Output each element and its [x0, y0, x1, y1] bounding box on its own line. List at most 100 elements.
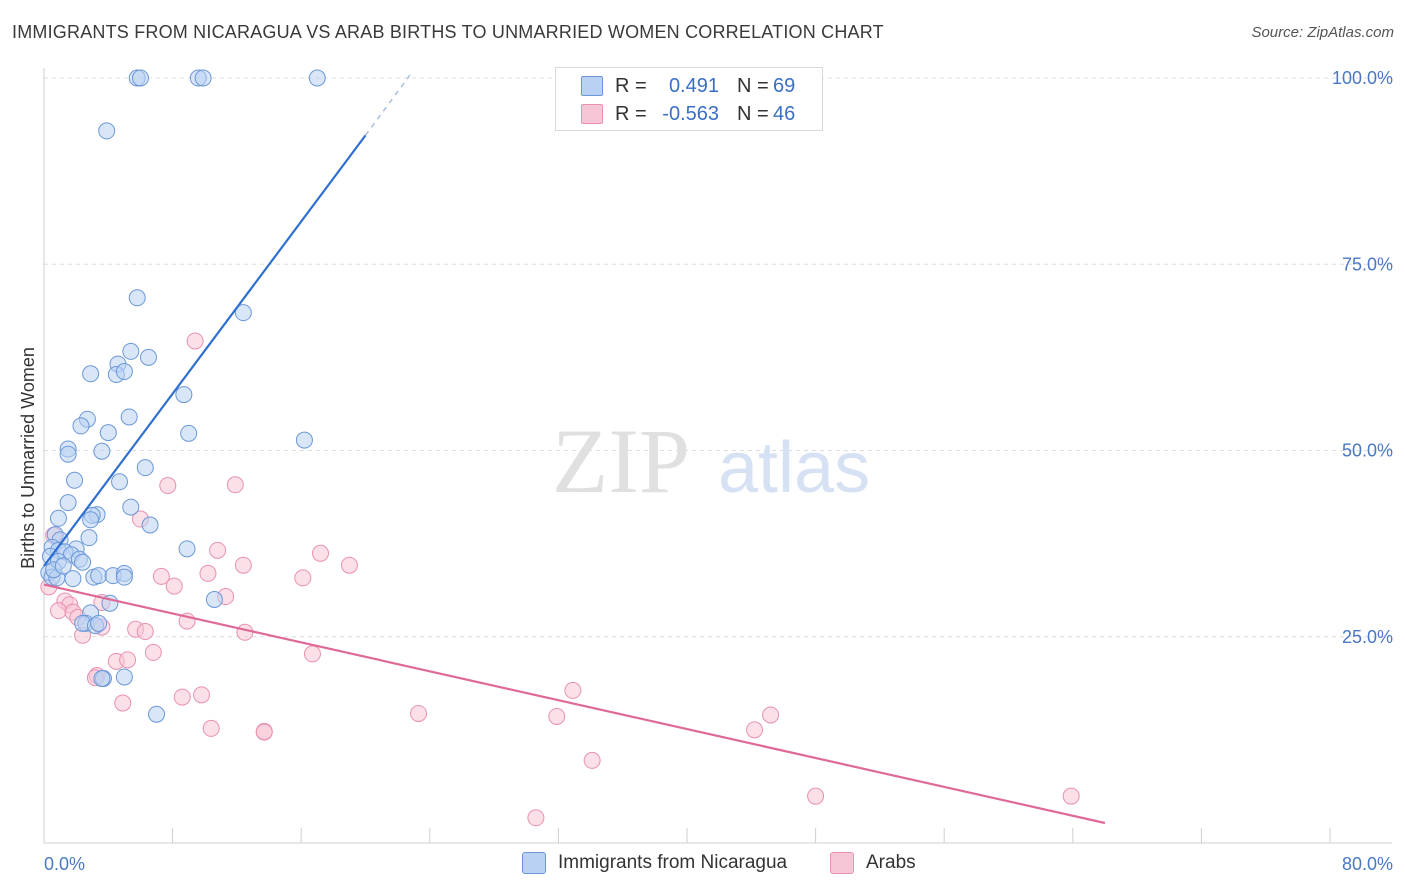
nicaragua-point [54, 557, 72, 575]
arabs-point [234, 556, 252, 574]
y-axis-title: Births to Unmarried Women [18, 347, 38, 569]
nicaragua-trendline-extension [364, 73, 412, 136]
arabs-point [294, 569, 312, 587]
nicaragua-point [180, 424, 198, 442]
arabs-point [165, 577, 183, 595]
chart-source: Source: ZipAtlas.com [1251, 24, 1394, 41]
series-label-arabs: Arabs [866, 852, 916, 873]
arabs-points [40, 332, 1080, 827]
legend-n-value: 46 [773, 102, 796, 125]
nicaragua-point [80, 529, 98, 547]
nicaragua-point [136, 459, 154, 477]
arabs-point [583, 751, 601, 769]
arabs-point [762, 706, 780, 724]
arabs-point [193, 686, 211, 704]
legend-r-key: R = [615, 74, 647, 97]
arabs-point [303, 645, 321, 663]
nicaragua-point [122, 342, 140, 360]
grid-lines [44, 77, 1392, 638]
arabs-point [236, 623, 254, 641]
arabs-point [1062, 787, 1080, 805]
nicaragua-point [141, 516, 159, 534]
arabs-point [746, 721, 764, 739]
arabs-point [527, 809, 545, 827]
arabs-point [114, 694, 132, 712]
nicaragua-point [74, 553, 92, 571]
legend-r-key: R = [615, 102, 647, 125]
nicaragua-point [175, 386, 193, 404]
tick-labels: 25.0% 50.0% 75.0% 100.0% 0.0% 80.0% [44, 68, 1393, 874]
nicaragua-point [205, 591, 223, 608]
legend-n-key: N = [737, 74, 769, 97]
nicaragua-point [295, 431, 313, 449]
arabs-point [202, 719, 220, 737]
nicaragua-point [194, 69, 212, 87]
arabs-point [49, 602, 67, 620]
nicaragua-point [82, 511, 100, 529]
legend-swatch-pink [581, 104, 603, 124]
arabs-point [564, 681, 582, 699]
arabs-point [410, 704, 428, 722]
x-tick-label: 0.0% [44, 854, 85, 874]
y-tick-label: 25.0% [1342, 627, 1393, 647]
nicaragua-point [128, 289, 146, 307]
nicaragua-point [64, 570, 82, 588]
arabs-point [144, 643, 162, 661]
arabs-point [807, 787, 825, 805]
arabs-trendline [43, 583, 1106, 825]
legend-row-nicaragua: R = 0.491 N = 69 [556, 72, 795, 100]
legend-r-value: 0.491 [668, 74, 719, 97]
legend-n-key: N = [737, 102, 769, 125]
arabs-point [226, 476, 244, 494]
stats-legend: R = 0.491 N = 69 R = -0.563 N = 46 [555, 67, 823, 131]
legend-row-arabs: R = -0.563 N = 46 [556, 100, 795, 128]
nicaragua-point [308, 69, 326, 87]
arabs-point [159, 477, 177, 495]
x-tick-label: 80.0% [1342, 854, 1393, 874]
arabs-point [209, 541, 227, 559]
nicaragua-point [148, 705, 166, 723]
nicaragua-point [49, 509, 67, 527]
y-tick-label: 75.0% [1342, 254, 1393, 274]
y-tick-label: 50.0% [1342, 441, 1393, 461]
legend-swatch-blue [581, 76, 603, 96]
nicaragua-point [98, 122, 116, 140]
nicaragua-point [234, 304, 252, 322]
nicaragua-trendline [43, 134, 367, 567]
series-swatch-blue [522, 852, 546, 874]
nicaragua-point [178, 540, 196, 558]
nicaragua-point [93, 669, 111, 687]
arabs-point [255, 723, 273, 741]
nicaragua-point [90, 614, 108, 632]
watermark-atlas: atlas [718, 428, 870, 508]
series-swatch-pink [830, 852, 854, 874]
legend-n-value: 69 [773, 74, 796, 97]
arabs-point [173, 688, 191, 706]
nicaragua-point [59, 445, 77, 463]
nicaragua-point [82, 365, 100, 383]
nicaragua-point [115, 568, 133, 586]
nicaragua-point [131, 69, 149, 87]
arabs-point [119, 651, 137, 669]
chart-title: IMMIGRANTS FROM NICARAGUA VS ARAB BIRTHS… [12, 22, 884, 42]
nicaragua-point [120, 408, 138, 426]
arabs-point [199, 564, 217, 582]
series-legend-nicaragua: Immigrants from Nicaragua [522, 852, 787, 874]
y-tick-label: 100.0% [1332, 68, 1393, 88]
arabs-point [186, 332, 204, 350]
arabs-point [340, 556, 358, 574]
arabs-point [152, 567, 170, 585]
nicaragua-point [93, 442, 111, 460]
nicaragua-point [59, 494, 77, 512]
legend-r-value: -0.563 [662, 102, 719, 125]
nicaragua-point [72, 417, 90, 435]
nicaragua-point [115, 668, 133, 686]
nicaragua-point [115, 363, 133, 381]
axes [43, 68, 1392, 844]
series-legend-arabs: Arabs [830, 852, 916, 874]
arabs-point [311, 544, 329, 562]
series-label-nicaragua: Immigrants from Nicaragua [558, 852, 788, 873]
nicaragua-point [99, 424, 117, 442]
watermark-zip: ZIP [552, 410, 690, 512]
